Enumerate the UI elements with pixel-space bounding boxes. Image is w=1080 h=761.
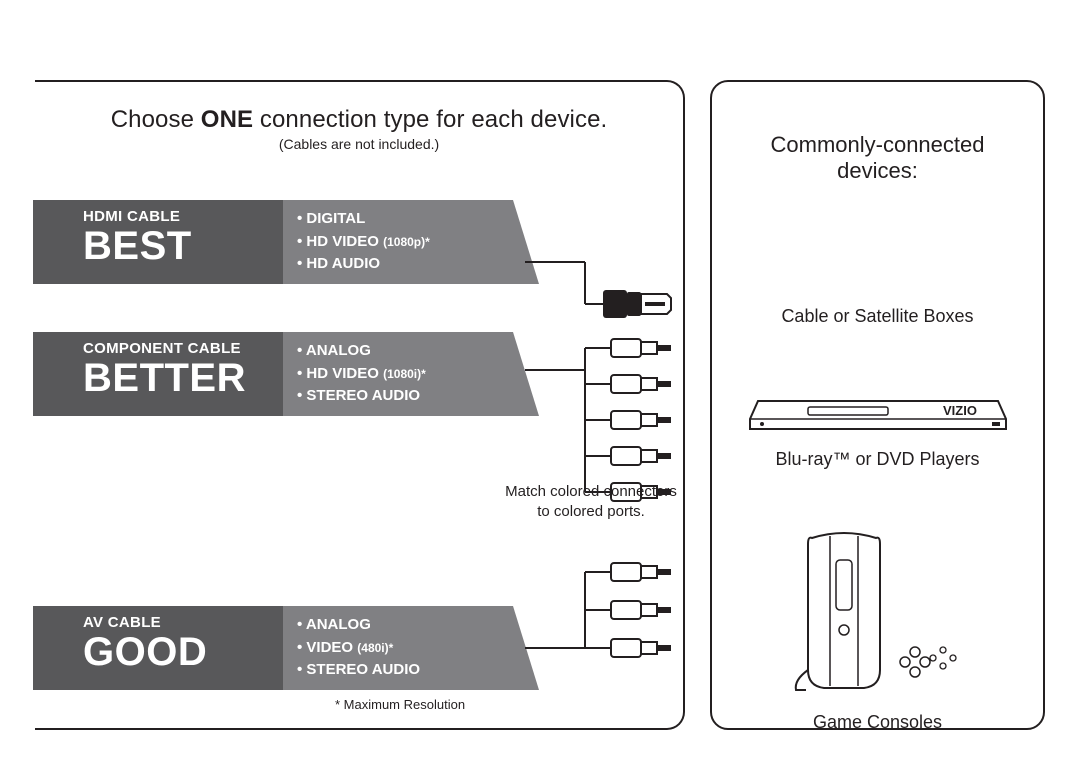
- subtitle: (Cables are not included.): [35, 136, 683, 152]
- device-bluray: VIZIO Blu-ray™ or DVD Players: [732, 387, 1023, 470]
- best-bullet-1: DIGITAL: [297, 208, 501, 231]
- better-bullet-2: HD VIDEO (1080i)*: [297, 363, 501, 386]
- rca-4: [585, 447, 671, 465]
- rca-3: [585, 411, 671, 429]
- banner-dark-good: AV CABLE GOOD: [33, 606, 283, 690]
- best-bullets: DIGITAL HD VIDEO (1080p)* HD AUDIO: [297, 208, 501, 276]
- row-better: COMPONENT CABLE BETTER ANALOG HD VIDEO (…: [35, 332, 683, 416]
- cable-name-good: AV CABLE: [83, 614, 271, 631]
- device-label-1: Cable or Satellite Boxes: [732, 306, 1023, 327]
- row-good: AV CABLE GOOD ANALOG VIDEO (480i)* STERE…: [35, 606, 683, 690]
- svg-text:VIZIO: VIZIO: [943, 403, 977, 418]
- banner-dark-best: HDMI CABLE BEST: [33, 200, 283, 284]
- match-line1: Match colored connectors: [505, 483, 677, 500]
- device-console: Game Consoles: [732, 530, 1023, 733]
- rca-1: [585, 339, 671, 357]
- banner-light-better: ANALOG HD VIDEO (1080i)* STEREO AUDIO: [283, 332, 513, 416]
- sidebar-title: Commonly-connected devices:: [732, 132, 1023, 184]
- match-line2: to colored ports.: [537, 503, 645, 520]
- footnote: * Maximum Resolution: [335, 697, 465, 712]
- title-bold: ONE: [201, 106, 253, 133]
- av-cable-icon: [525, 558, 695, 688]
- better-bullets: ANALOG HD VIDEO (1080i)* STEREO AUDIO: [297, 340, 501, 408]
- title-pre: Choose: [111, 106, 201, 133]
- row-best: HDMI CABLE BEST DIGITAL HD VIDEO (1080p)…: [35, 200, 683, 284]
- best-bullet-3: HD AUDIO: [297, 253, 501, 276]
- title-post: connection type for each device.: [253, 106, 607, 133]
- bluray-icon: VIZIO: [748, 387, 1008, 437]
- device-label-2: Blu-ray™ or DVD Players: [732, 449, 1023, 470]
- match-note: Match colored connectors to colored port…: [491, 482, 691, 521]
- banner-light-best: DIGITAL HD VIDEO (1080p)* HD AUDIO: [283, 200, 513, 284]
- cable-box-icon: [768, 254, 988, 294]
- device-cable-box: Cable or Satellite Boxes: [732, 254, 1023, 327]
- cable-name-better: COMPONENT CABLE: [83, 340, 271, 357]
- connection-guide-panel: Choose ONE connection type for each devi…: [35, 80, 685, 730]
- hdmi-cable-icon: [525, 242, 685, 332]
- better-bullet-3: STEREO AUDIO: [297, 385, 501, 408]
- main-title: Choose ONE connection type for each devi…: [35, 106, 683, 134]
- good-bullet-2: VIDEO (480i)*: [297, 637, 501, 660]
- good-bullet-3: STEREO AUDIO: [297, 659, 501, 682]
- good-bullets: ANALOG VIDEO (480i)* STEREO AUDIO: [297, 614, 501, 682]
- banner-light-good: ANALOG VIDEO (480i)* STEREO AUDIO: [283, 606, 513, 690]
- cable-rating-best: BEST: [83, 225, 271, 267]
- cable-rating-good: GOOD: [83, 631, 271, 673]
- best-bullet-2: HD VIDEO (1080p)*: [297, 231, 501, 254]
- console-icon: [788, 530, 968, 700]
- rca-2: [585, 375, 671, 393]
- cable-name-best: HDMI CABLE: [83, 208, 271, 225]
- devices-panel: Commonly-connected devices: Cable or Sat…: [710, 80, 1045, 730]
- cable-rating-better: BETTER: [83, 357, 271, 399]
- good-bullet-1: ANALOG: [297, 614, 501, 637]
- device-label-3: Game Consoles: [732, 712, 1023, 733]
- better-bullet-1: ANALOG: [297, 340, 501, 363]
- banner-dark-better: COMPONENT CABLE BETTER: [33, 332, 283, 416]
